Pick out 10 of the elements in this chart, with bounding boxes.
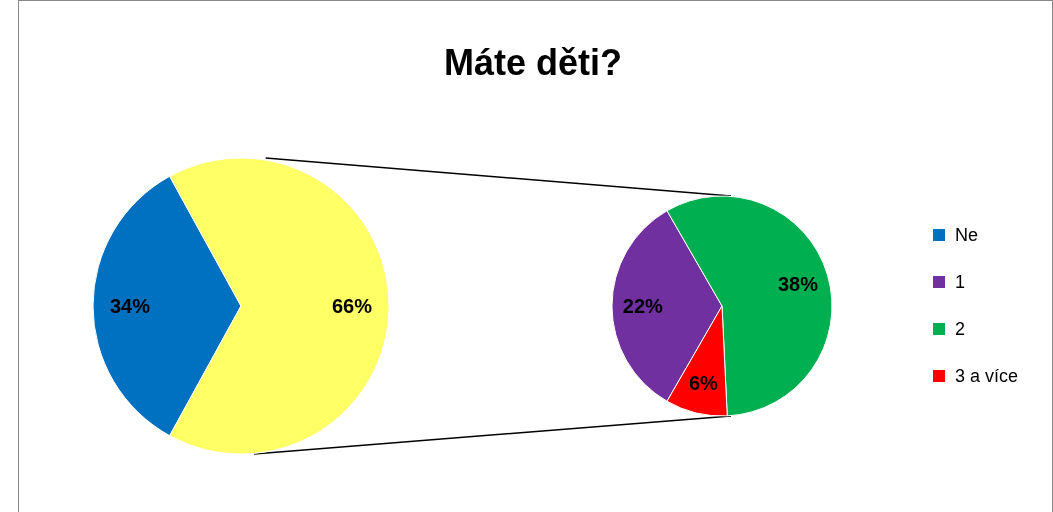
legend-label: Ne bbox=[955, 225, 979, 245]
chart-title: Máte děti? bbox=[443, 41, 623, 83]
data-label: 6% bbox=[688, 371, 718, 394]
legend-label: 1 bbox=[955, 272, 966, 292]
data-label: 66% bbox=[331, 295, 373, 317]
data-label: 38% bbox=[777, 272, 819, 295]
legend-label: 2 bbox=[955, 319, 966, 339]
legend-label: 3 a více bbox=[955, 366, 1019, 386]
data-label: 22% bbox=[622, 295, 664, 317]
data-label: 34% bbox=[109, 295, 151, 317]
